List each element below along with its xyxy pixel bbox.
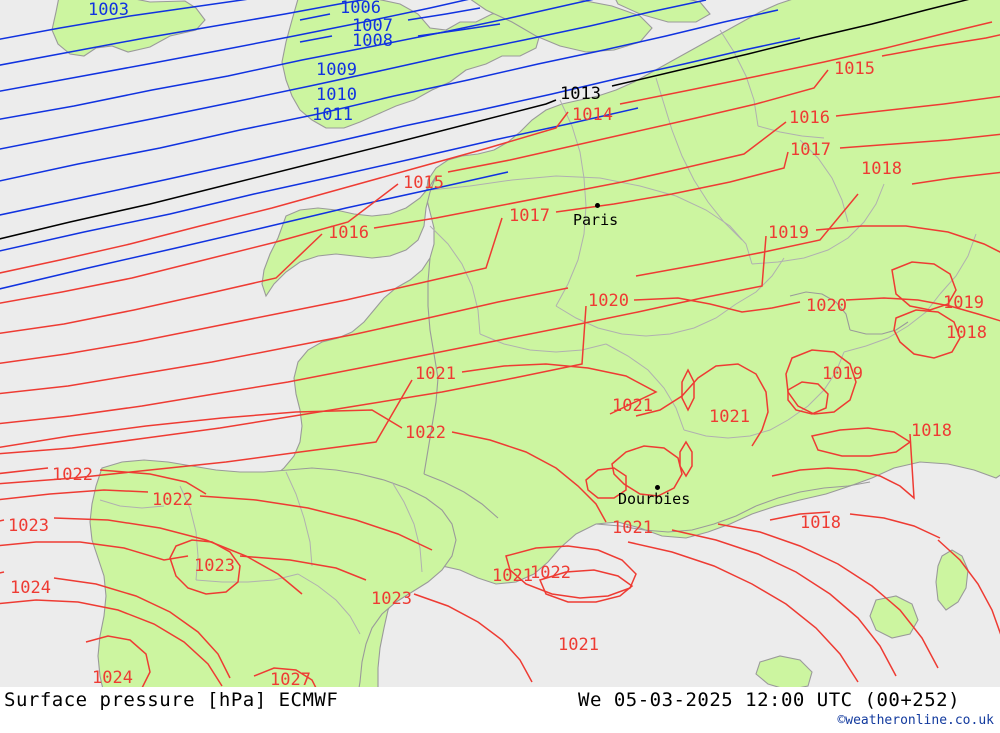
pressure-map[interactable]: .land { fill:#ccf5a0; stroke:#9a9a9a; st… [0,0,1000,687]
copyright-notice: ©weatheronline.co.uk [837,713,994,728]
land-ireland [51,0,206,57]
isobars-low-group [0,0,801,290]
land-south-england [470,0,653,53]
land-island-balearic [755,655,813,687]
land-italy-south [869,595,919,639]
land-iberia [89,459,457,687]
isobar-1013-group [0,0,970,240]
land-kent [615,0,711,23]
isobars-high-group [0,21,1000,687]
city-dot-paris [595,203,600,208]
map-footer: Surface pressure [hPa] ECMWF We 05-03-20… [0,687,1000,733]
map-canvas: .land { fill:#ccf5a0; stroke:#9a9a9a; st… [0,0,1000,687]
land-island-corsica [935,549,969,611]
city-label-paris: Paris [573,211,619,229]
city-label-dourbies: Dourbies [618,490,691,508]
borders-group [99,29,977,635]
map-valid-datetime: We 05-03-2025 12:00 UTC (00+252) [578,689,961,711]
city-dot-dourbies [655,485,660,490]
map-title: Surface pressure [hPa] ECMWF [4,689,339,711]
land-brittany [261,175,437,298]
